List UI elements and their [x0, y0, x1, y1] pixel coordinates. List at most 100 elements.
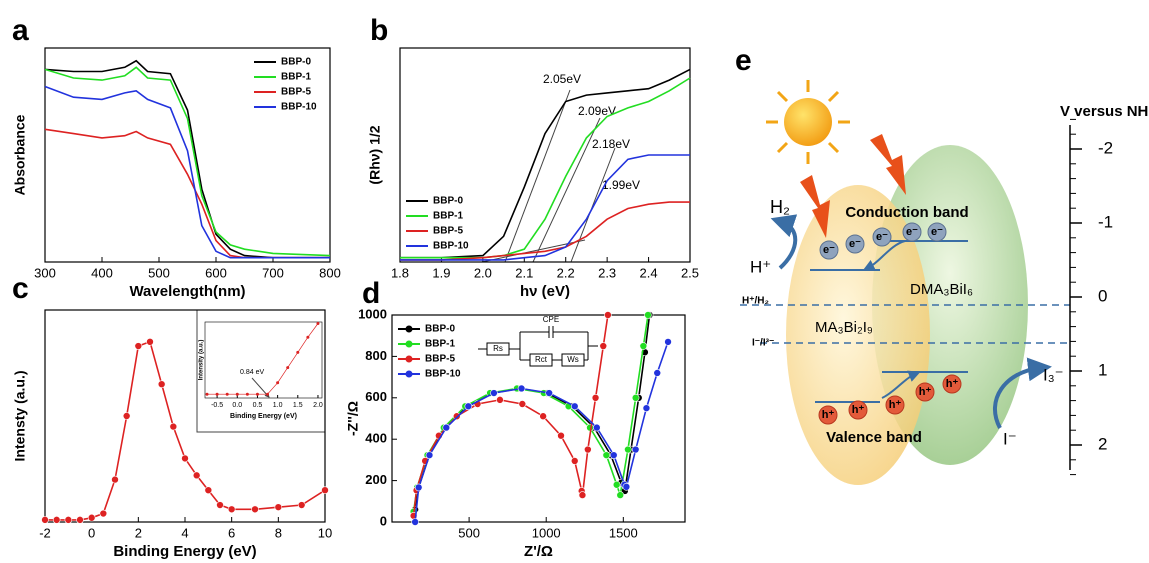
- annotation: 2.09eV: [578, 104, 616, 118]
- x-tick-label: 2.2: [557, 265, 575, 280]
- legend-label: BBP-1: [281, 72, 311, 83]
- data-point: [539, 412, 547, 421]
- lightning: [870, 134, 906, 195]
- data-point: [642, 404, 651, 412]
- data-point: [609, 451, 618, 459]
- data-point: [616, 491, 625, 499]
- label: I⁻/I³⁻: [752, 338, 774, 349]
- data-point: [557, 431, 565, 440]
- y-tick-label: 0: [380, 513, 387, 528]
- label: I⁻: [1003, 429, 1017, 448]
- lightning: [800, 175, 830, 238]
- y-tick-label: 200: [365, 472, 387, 487]
- electron: [872, 227, 892, 247]
- x-tick-label: 2.4: [640, 265, 658, 280]
- legend-marker: [405, 325, 413, 333]
- x-tick-label: 1.5: [293, 402, 303, 409]
- electron-label: e⁻: [849, 238, 861, 250]
- annotation: 1.99eV: [602, 178, 640, 192]
- annotation: 2.18eV: [592, 137, 630, 151]
- electron-label: e⁻: [931, 226, 943, 238]
- data-point: [216, 501, 224, 509]
- data-point: [192, 471, 201, 480]
- scale-title: V versus NHE: [1060, 103, 1149, 120]
- x-tick-label: 300: [34, 265, 56, 280]
- panel-label: b: [370, 14, 388, 47]
- inset-frame: [196, 309, 326, 433]
- data-point: [602, 451, 611, 459]
- y-axis-label: -Z''/Ω: [345, 401, 361, 436]
- legend-label: BBP-5: [425, 354, 455, 365]
- panel-label: d: [362, 277, 380, 310]
- data-point: [306, 335, 310, 339]
- series-line: [400, 68, 691, 259]
- legend-label: BBP-0: [281, 57, 311, 68]
- data-point: [76, 516, 84, 524]
- hole: [915, 382, 935, 402]
- legend-label: BBP-10: [281, 102, 317, 113]
- data-point: [157, 380, 166, 389]
- data-point: [274, 503, 283, 511]
- data-point: [631, 393, 640, 402]
- series-line: [400, 154, 690, 261]
- electron: [902, 222, 922, 242]
- legend-marker: [405, 355, 413, 363]
- electron-label: e⁻: [876, 231, 888, 243]
- scale-tick-label: 1: [1098, 360, 1107, 379]
- x-tick-label: 10: [318, 525, 332, 540]
- data-point: [411, 518, 419, 526]
- x-tick-label: 1.9: [432, 265, 450, 280]
- hole: [818, 405, 838, 425]
- x-tick-label: 2.5: [681, 265, 699, 280]
- data-point: [570, 402, 579, 411]
- data-point: [41, 516, 49, 524]
- data-point: [235, 392, 239, 396]
- data-point: [578, 491, 587, 499]
- data-point: [622, 483, 631, 491]
- label: Valence band: [826, 429, 922, 446]
- data-point: [122, 412, 131, 420]
- data-point: [517, 384, 526, 393]
- circuit-label: CPE: [543, 315, 559, 324]
- x-tick-label: 700: [262, 265, 284, 280]
- x-tick-label: 1.8: [391, 265, 409, 280]
- data-point: [664, 338, 672, 346]
- data-point: [464, 402, 473, 411]
- x-tick-label: 2.0: [313, 402, 323, 409]
- data-point: [215, 392, 219, 396]
- x-tick-label: 500: [148, 265, 170, 280]
- x-tick-label: 0.5: [253, 402, 263, 409]
- x-axis-label: hν (eV): [520, 283, 570, 300]
- y-tick-label: 600: [365, 389, 387, 404]
- panel-label: c: [12, 272, 29, 305]
- x-tick-label: 600: [205, 265, 227, 280]
- data-point: [205, 392, 209, 396]
- y-tick-label: 1000: [358, 306, 387, 321]
- hole-label: h⁺: [919, 386, 932, 398]
- x-tick-label: 500: [458, 525, 480, 540]
- data-point: [255, 392, 259, 396]
- hole-label: h⁺: [822, 409, 835, 421]
- x-tick-label: 2: [135, 525, 142, 540]
- x-tick-label: -0.5: [211, 402, 223, 409]
- data-point: [631, 445, 640, 454]
- x-tick-label: -2: [39, 525, 51, 540]
- circuit: [478, 326, 598, 367]
- data-point: [591, 393, 600, 402]
- panel-label: e: [735, 44, 752, 77]
- x-axis-label: Z'/Ω: [524, 543, 553, 560]
- data-point: [592, 423, 601, 432]
- plot-frame: [391, 314, 686, 523]
- electron-label: e⁻: [906, 226, 918, 238]
- data-point: [414, 483, 423, 492]
- electron-label: e⁻: [823, 244, 835, 256]
- hole-label: h⁺: [946, 378, 959, 390]
- series-line: [44, 59, 330, 259]
- plot-frame: [44, 47, 331, 263]
- data-point: [442, 423, 451, 432]
- data-point: [296, 350, 300, 354]
- legend-marker: [405, 340, 413, 348]
- data-point: [251, 505, 259, 514]
- data-point: [169, 422, 178, 431]
- circuit-label: Rs: [493, 344, 503, 353]
